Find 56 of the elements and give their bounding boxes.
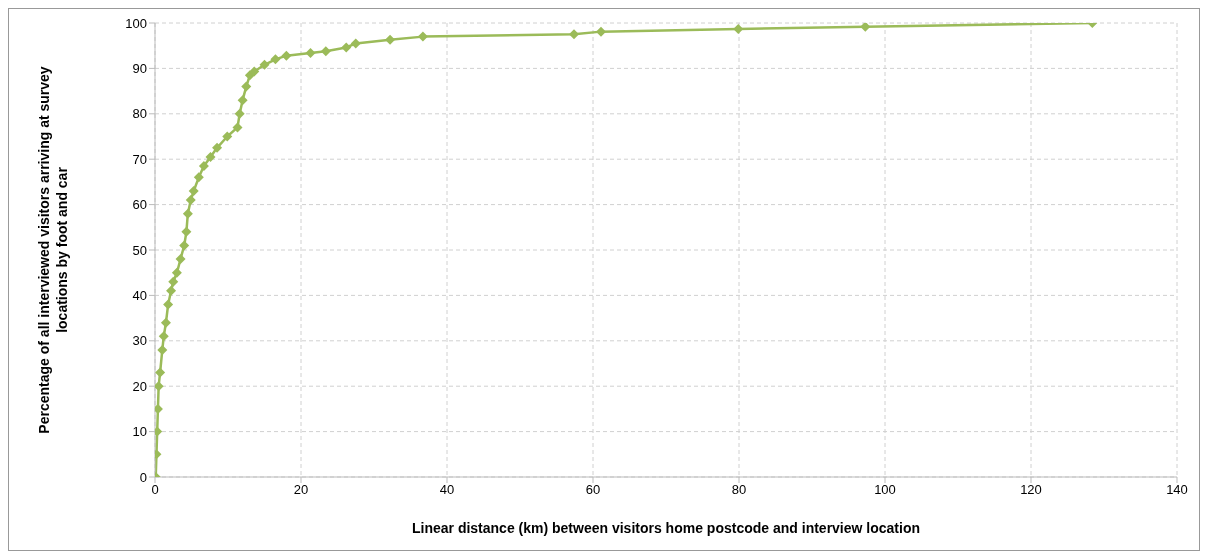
x-tick-label: 100 (874, 482, 896, 498)
point (212, 142, 223, 153)
point (171, 267, 182, 278)
y-axis-title: Percentage of all interviewed visitors arriving at survey locations by foot and car (36, 66, 70, 434)
y-tick-label: 0 (139, 469, 147, 485)
x-tick-label: 60 (585, 482, 601, 498)
y-tick-label: 70 (132, 151, 147, 167)
point (281, 50, 292, 61)
y-tick-label: 100 (125, 15, 147, 31)
point (234, 108, 245, 119)
point (860, 23, 871, 32)
point (222, 131, 233, 142)
point (237, 95, 248, 106)
point (385, 34, 396, 45)
x-tick-label: 140 (1166, 482, 1188, 498)
x-tick-label: 0 (151, 482, 159, 498)
x-tick-label: 80 (731, 482, 747, 498)
x-tick-label: 20 (293, 482, 309, 498)
point (163, 299, 174, 310)
y-tick-label: 40 (132, 288, 147, 304)
y-tick-label: 50 (132, 242, 147, 258)
point (305, 47, 316, 58)
point (181, 226, 192, 237)
point (158, 331, 169, 342)
point (320, 46, 331, 57)
point (341, 42, 352, 53)
x-tick-label: 120 (1020, 482, 1042, 498)
y-tick-label: 90 (132, 61, 147, 77)
point (185, 195, 196, 206)
x-axis-title: Linear distance (km) between visitors home postcode and interview location (411, 520, 921, 536)
point (241, 81, 252, 92)
x-tick-label: 40 (439, 482, 455, 498)
point (155, 381, 164, 392)
point (188, 185, 199, 196)
point (259, 59, 270, 70)
y-tick-label: 30 (132, 333, 147, 349)
point (270, 54, 281, 65)
y-tick-label: 60 (132, 197, 147, 213)
point (193, 172, 204, 183)
point (168, 276, 179, 287)
y-tick-label: 10 (132, 424, 147, 440)
point (205, 151, 216, 162)
point (350, 38, 361, 49)
point (179, 240, 190, 251)
point (417, 31, 428, 42)
point (175, 254, 186, 265)
point (182, 208, 193, 219)
point (160, 317, 171, 328)
point (232, 122, 243, 133)
y-tick-label: 80 (132, 106, 147, 122)
point (249, 66, 260, 77)
point (198, 161, 209, 172)
point (166, 285, 177, 296)
y-tick-label: 20 (132, 378, 147, 394)
point (155, 367, 166, 378)
point (157, 344, 168, 355)
